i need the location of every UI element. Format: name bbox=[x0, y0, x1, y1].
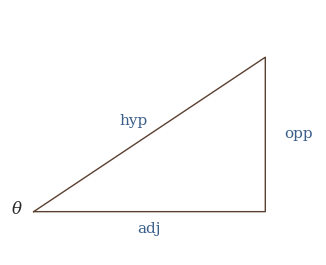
Text: opp: opp bbox=[284, 127, 312, 142]
Text: hyp: hyp bbox=[120, 114, 148, 128]
Text: adj: adj bbox=[138, 222, 161, 236]
Text: θ: θ bbox=[11, 201, 21, 218]
